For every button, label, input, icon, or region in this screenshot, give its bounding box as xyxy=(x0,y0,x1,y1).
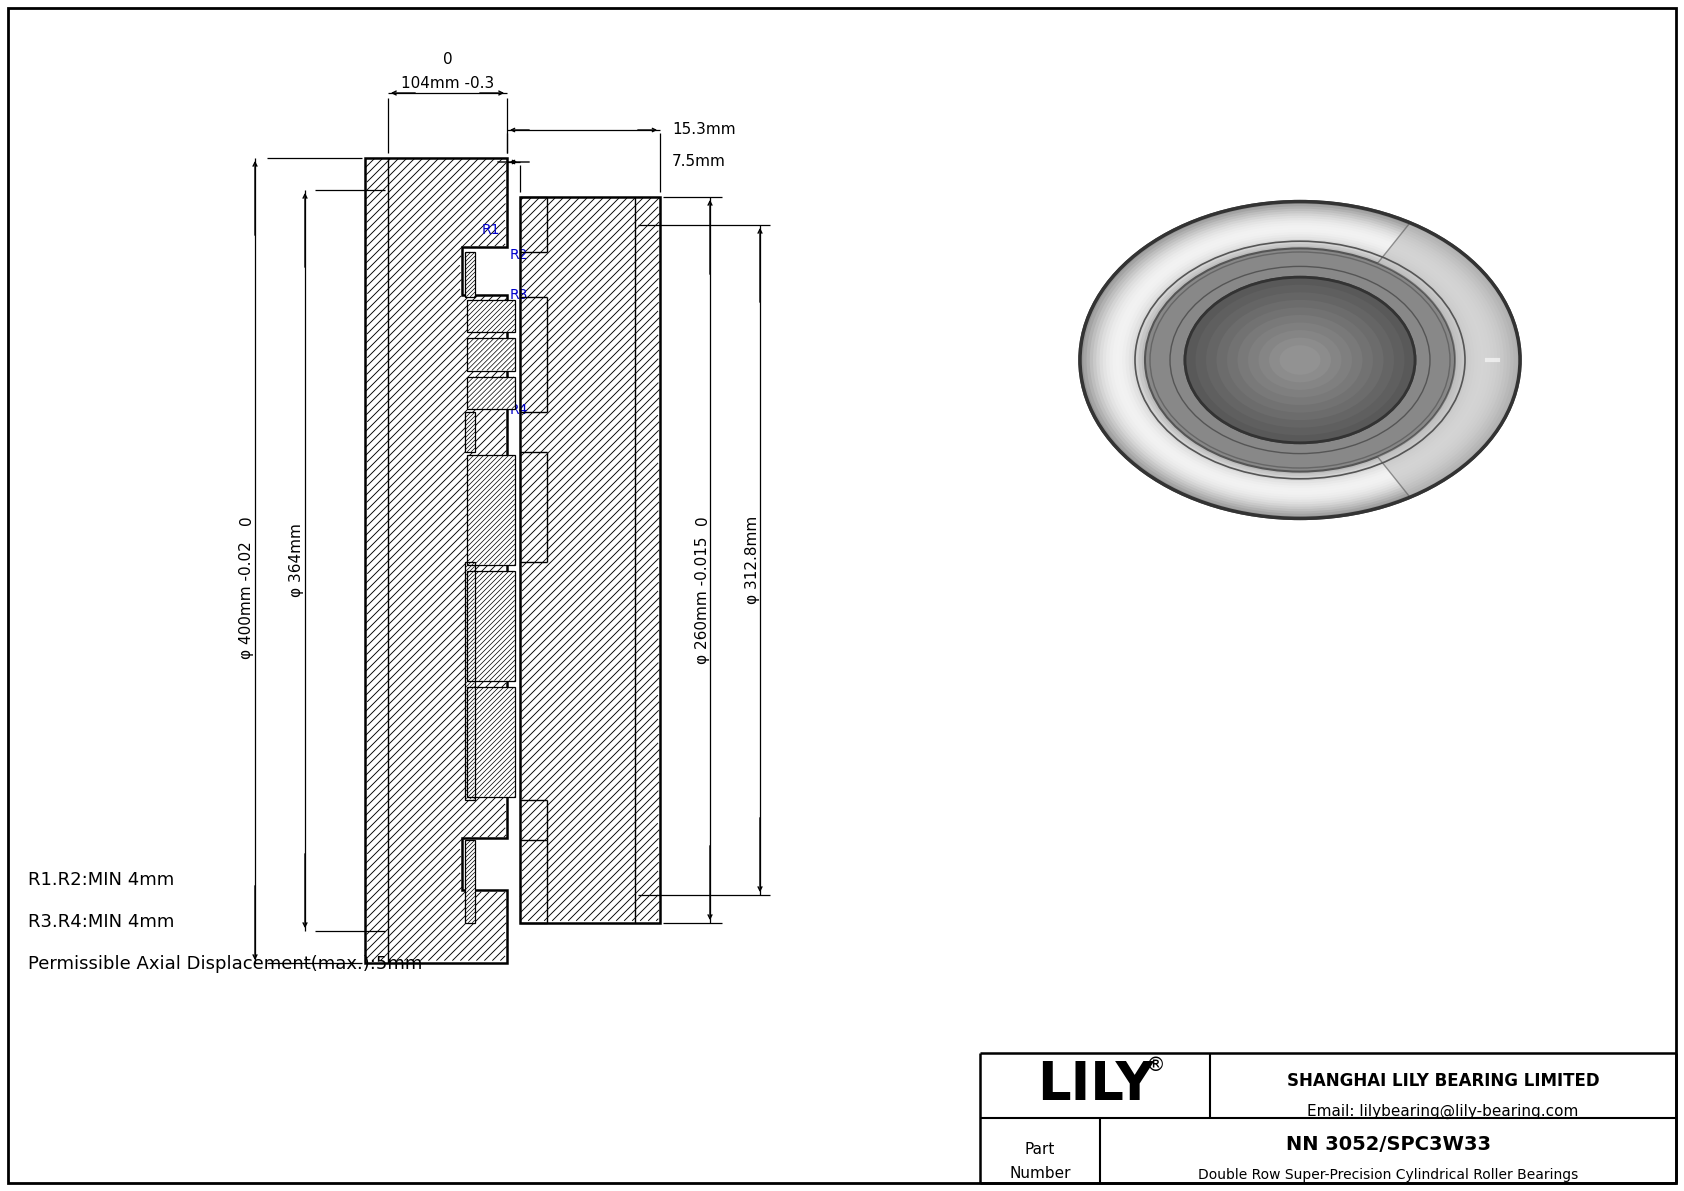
Text: φ 312.8mm: φ 312.8mm xyxy=(744,516,759,604)
Ellipse shape xyxy=(1186,278,1415,443)
Text: 0: 0 xyxy=(694,516,709,525)
Polygon shape xyxy=(465,412,475,453)
Ellipse shape xyxy=(1103,218,1497,503)
Text: R1.R2:MIN 4mm: R1.R2:MIN 4mm xyxy=(29,871,173,888)
Ellipse shape xyxy=(1196,285,1404,435)
Ellipse shape xyxy=(1096,213,1504,506)
Text: 7.5mm: 7.5mm xyxy=(672,155,726,169)
Polygon shape xyxy=(466,300,515,332)
Ellipse shape xyxy=(1110,223,1490,498)
Ellipse shape xyxy=(1248,323,1352,398)
Text: Number: Number xyxy=(1009,1166,1071,1180)
Polygon shape xyxy=(466,338,515,370)
Text: φ 364mm: φ 364mm xyxy=(290,524,305,598)
Text: R1: R1 xyxy=(482,223,500,237)
Text: LILY: LILY xyxy=(1037,1060,1154,1111)
Ellipse shape xyxy=(1216,300,1384,420)
Text: φ 400mm -0.02: φ 400mm -0.02 xyxy=(239,542,254,660)
Ellipse shape xyxy=(1125,235,1475,486)
Polygon shape xyxy=(466,455,515,565)
Polygon shape xyxy=(1378,223,1521,497)
Text: ®: ® xyxy=(1145,1056,1165,1075)
Text: R3: R3 xyxy=(510,288,529,303)
Ellipse shape xyxy=(1270,338,1330,382)
Ellipse shape xyxy=(1106,220,1494,500)
Polygon shape xyxy=(520,197,660,923)
Ellipse shape xyxy=(1145,249,1455,472)
Text: Email: lilybearing@lily-bearing.com: Email: lilybearing@lily-bearing.com xyxy=(1307,1103,1578,1118)
Text: NN 3052/SPC3W33: NN 3052/SPC3W33 xyxy=(1285,1135,1490,1154)
Text: 0: 0 xyxy=(239,516,254,525)
Ellipse shape xyxy=(1132,239,1468,481)
Ellipse shape xyxy=(1280,345,1320,375)
Text: Permissible Axial Displacement(max.):5mm: Permissible Axial Displacement(max.):5mm xyxy=(29,955,423,973)
Text: φ 260mm -0.015: φ 260mm -0.015 xyxy=(694,536,709,663)
Ellipse shape xyxy=(1090,208,1511,511)
Ellipse shape xyxy=(1079,201,1521,518)
Polygon shape xyxy=(465,840,475,923)
Text: 104mm -0.3: 104mm -0.3 xyxy=(401,75,493,91)
Polygon shape xyxy=(465,562,475,800)
Ellipse shape xyxy=(1186,278,1415,443)
Ellipse shape xyxy=(1138,244,1462,476)
Ellipse shape xyxy=(1142,247,1458,474)
Ellipse shape xyxy=(1128,237,1472,484)
Text: 15.3mm: 15.3mm xyxy=(672,123,736,137)
Ellipse shape xyxy=(1100,216,1500,504)
Text: Part: Part xyxy=(1026,1142,1056,1158)
Ellipse shape xyxy=(1238,314,1362,405)
Ellipse shape xyxy=(1118,230,1480,491)
Ellipse shape xyxy=(1258,330,1342,389)
Text: R3.R4:MIN 4mm: R3.R4:MIN 4mm xyxy=(29,913,175,931)
Ellipse shape xyxy=(1116,227,1484,493)
Text: Double Row Super-Precision Cylindrical Roller Bearings: Double Row Super-Precision Cylindrical R… xyxy=(1197,1168,1578,1181)
Text: 0: 0 xyxy=(443,52,453,68)
Text: SHANGHAI LILY BEARING LIMITED: SHANGHAI LILY BEARING LIMITED xyxy=(1287,1072,1600,1090)
Ellipse shape xyxy=(1083,204,1517,516)
Ellipse shape xyxy=(1086,206,1514,513)
Ellipse shape xyxy=(1228,307,1372,412)
Ellipse shape xyxy=(1113,225,1487,495)
Polygon shape xyxy=(365,158,507,964)
Ellipse shape xyxy=(1135,242,1465,479)
Text: R4: R4 xyxy=(510,403,529,417)
Ellipse shape xyxy=(1206,292,1394,428)
Ellipse shape xyxy=(1093,211,1507,509)
Polygon shape xyxy=(466,570,515,681)
Ellipse shape xyxy=(1079,201,1521,518)
Ellipse shape xyxy=(1122,232,1479,488)
Polygon shape xyxy=(466,687,515,797)
Polygon shape xyxy=(465,252,475,297)
Polygon shape xyxy=(466,376,515,409)
Text: R2: R2 xyxy=(510,248,529,262)
